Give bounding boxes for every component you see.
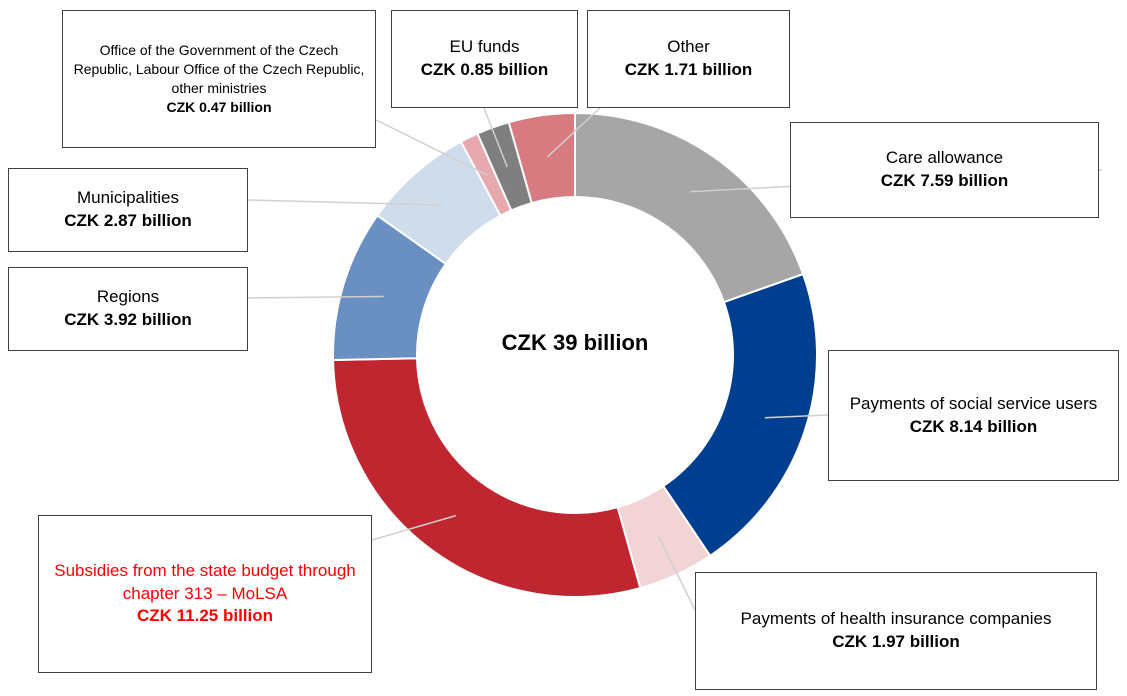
category-label: Payments of social service users [849, 393, 1098, 413]
leader-line [371, 514, 457, 541]
value-label: CZK 11.25 billion [136, 606, 274, 626]
label-box: EU funds CZK 0.85 billion [391, 10, 578, 108]
slice [332, 357, 642, 598]
value-label: CZK 1.97 billion [832, 632, 960, 651]
category-label: Other [667, 37, 710, 57]
label-box: Other CZK 1.71 billion [587, 10, 790, 108]
category-label: Regions [96, 287, 160, 307]
label-box: Municipalities CZK 2.87 billion [8, 168, 248, 252]
category-label: Subsidies from the state budget through … [54, 560, 356, 603]
center-label: CZK 39 billion [501, 330, 649, 355]
slice [507, 111, 576, 205]
label-box: Care allowance CZK 7.59 billion [790, 122, 1099, 218]
leader-line [483, 107, 508, 168]
category-label: Payments of health insurance companies [740, 609, 1052, 629]
leader-line [658, 536, 696, 611]
value-label: CZK 0.47 billion [166, 98, 272, 115]
label-box: Payments of health insurance companies CZ… [695, 572, 1097, 690]
value-label: CZK 2.87 billion [64, 211, 192, 230]
value-label: CZK 0.85 billion [420, 60, 549, 79]
leader-line [764, 414, 829, 419]
label-box: Payments of social service users CZK 8.14… [828, 350, 1119, 481]
leader-line [247, 295, 384, 299]
slice [661, 272, 818, 558]
value-label: CZK 8.14 billion [909, 416, 1038, 436]
category-label: Municipalities [76, 188, 180, 208]
category-label: Office of the Government of the Czech Re… [73, 42, 365, 96]
value-label: CZK 3.92 billion [64, 310, 192, 329]
category-label: EU funds [449, 37, 520, 57]
category-label: Care allowance [885, 148, 1004, 168]
leader-line [247, 199, 443, 206]
label-box: Regions CZK 3.92 billion [8, 267, 248, 351]
label-box: Subsidies from the state budget through … [38, 515, 372, 673]
label-box: Office of the Government of the Czech Re… [62, 10, 376, 148]
value-label: CZK 7.59 billion [880, 171, 1009, 190]
slice [574, 111, 805, 304]
value-label: CZK 1.71 billion [624, 60, 753, 79]
leader-line [546, 107, 601, 158]
leader-line [375, 119, 488, 176]
